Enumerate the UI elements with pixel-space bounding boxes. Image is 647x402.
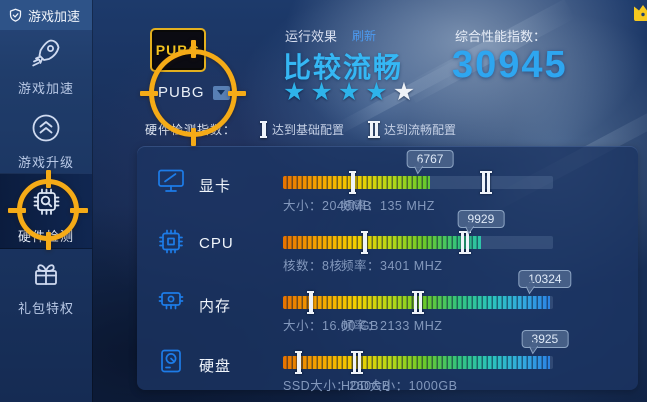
spec-label: 频率：3401 MHZ xyxy=(341,259,443,273)
hardware-row-cpu: CPU 9929 核数：8核 频率：3401 MHZ xyxy=(137,210,638,280)
sidebar-item-label: 礼包特权 xyxy=(17,301,74,316)
ram-icon xyxy=(157,288,185,313)
bar-fill xyxy=(283,176,431,189)
cpu-icon xyxy=(157,228,185,255)
basic-config-marker xyxy=(349,171,357,194)
sidebar-item-game-boost[interactable]: 游戏加速 xyxy=(0,36,92,97)
spec-label: 频率：2133 MHZ xyxy=(341,319,443,333)
star-icon: ★ xyxy=(392,78,416,106)
spec-label: SSD大小：260GB xyxy=(283,379,391,393)
star-icon: ★ xyxy=(337,78,361,106)
hardware-panel: 显卡 6767 大小：2048MB 频率：135 MHZ CPU xyxy=(137,146,638,393)
spec-label: HDD大小：1000GB xyxy=(341,379,458,393)
star-icon: ★ xyxy=(310,78,333,106)
hardware-name: 硬盘 xyxy=(199,358,232,375)
legend-smooth: 达到流畅配置 xyxy=(368,121,457,138)
legend-smooth-label: 达到流畅配置 xyxy=(384,123,457,137)
spec-label: 频率：135 MHZ xyxy=(341,199,435,213)
star-rating: ★ ★ ★ ★ ★ xyxy=(283,80,415,105)
legend-basic: 达到基础配置 xyxy=(260,121,345,138)
run-effect-value: 比较流畅 xyxy=(283,52,404,83)
smooth-config-marker xyxy=(350,351,363,374)
memory-score-bar: 10324 xyxy=(283,270,572,314)
spec-label: 大小：16.00 GB xyxy=(283,319,379,333)
spec-label: 核数：8核 xyxy=(283,259,343,273)
score-badge: 10324 xyxy=(518,270,572,288)
star-icon: ★ xyxy=(283,78,306,106)
crown-icon[interactable] xyxy=(633,4,647,22)
spec-label: 大小：2048MB xyxy=(283,199,372,213)
sidebar-item-game-upgrade[interactable]: 游戏升级 xyxy=(0,112,92,171)
bar-fill xyxy=(283,356,551,369)
annotation-ring-hardware-detect xyxy=(8,170,88,250)
hardware-name: 显卡 xyxy=(199,178,232,195)
hardware-name: CPU xyxy=(199,235,234,252)
gpu-score-bar: 6767 xyxy=(283,150,553,194)
smooth-config-marker xyxy=(458,231,471,254)
bar-fill xyxy=(283,236,481,249)
double-bar-marker-icon xyxy=(368,121,381,138)
cpu-score-bar: 9929 xyxy=(283,210,553,254)
basic-config-marker xyxy=(361,231,369,254)
performance-index-label: 综合性能指数： xyxy=(455,29,547,44)
disk-icon xyxy=(157,348,185,374)
score-badge: 6767 xyxy=(406,150,454,168)
score-badge: 3925 xyxy=(521,330,569,348)
performance-index-value: 30945 xyxy=(452,44,568,86)
upgrade-icon xyxy=(30,112,62,144)
app-title: 游戏加速 xyxy=(28,8,81,24)
star-icon: ★ xyxy=(365,78,388,106)
rocket-icon xyxy=(30,36,62,70)
legend-basic-label: 达到基础配置 xyxy=(272,123,345,137)
run-effect-label: 运行效果 xyxy=(285,29,338,44)
basic-config-marker xyxy=(295,351,303,374)
annotation-ring-game-selector xyxy=(140,40,246,146)
gift-icon xyxy=(30,258,62,290)
hardware-row-gpu: 显卡 6767 大小：2048MB 频率：135 MHZ xyxy=(137,150,638,220)
basic-config-marker xyxy=(307,291,315,314)
sidebar-item-label: 游戏升级 xyxy=(17,155,74,170)
hardware-row-disk: 硬盘 3925 SSD大小：260GB HDD大小：1000GB xyxy=(137,330,638,400)
gpu-icon xyxy=(157,168,185,194)
single-bar-marker-icon xyxy=(260,121,268,138)
shield-check-icon xyxy=(8,8,23,23)
titlebar: 游戏加速 xyxy=(0,0,92,30)
score-badge: 9929 xyxy=(457,210,505,228)
sidebar-item-label: 游戏加速 xyxy=(17,81,74,96)
hardware-name: 内存 xyxy=(199,298,232,315)
sidebar-item-gift-privilege[interactable]: 礼包特权 xyxy=(0,258,92,317)
disk-score-bar: 3925 xyxy=(283,330,569,374)
hardware-row-memory: 内存 10324 大小：16.00 GB 频率：2133 MHZ xyxy=(137,270,638,340)
smooth-config-marker xyxy=(480,171,493,194)
smooth-config-marker xyxy=(412,291,424,314)
refresh-link[interactable]: 刷新 xyxy=(352,29,377,43)
